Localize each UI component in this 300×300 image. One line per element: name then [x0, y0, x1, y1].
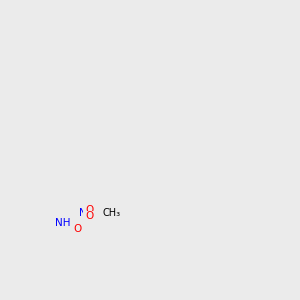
- Text: CH₃: CH₃: [103, 208, 121, 218]
- Text: NH: NH: [55, 218, 71, 228]
- Text: S: S: [84, 206, 93, 219]
- Text: O: O: [85, 211, 94, 221]
- Text: O: O: [85, 205, 94, 215]
- Text: N: N: [79, 208, 87, 218]
- Text: O: O: [74, 224, 82, 234]
